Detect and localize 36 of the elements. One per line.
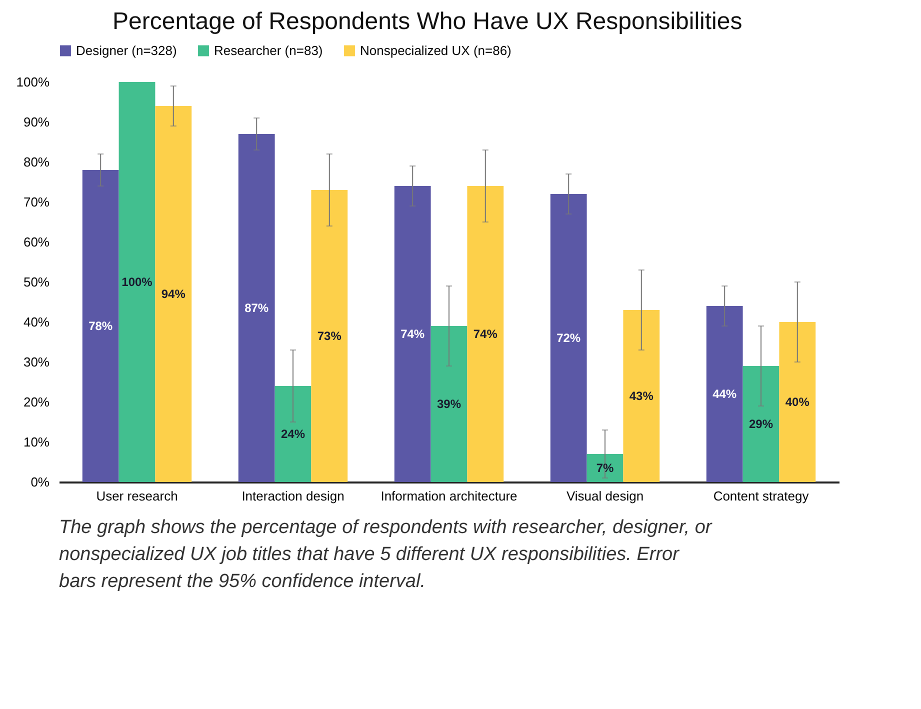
data-label: 29% bbox=[748, 417, 774, 431]
y-tick-label: 40% bbox=[23, 314, 50, 330]
y-tick-label: 30% bbox=[23, 354, 50, 370]
data-label: 87% bbox=[244, 301, 269, 315]
x-tick-label: Content strategy bbox=[713, 488, 810, 504]
data-label: 40% bbox=[785, 395, 810, 409]
y-tick-label: 60% bbox=[23, 234, 50, 250]
x-tick-label: Visual design bbox=[566, 488, 644, 504]
y-tick-label: 70% bbox=[23, 194, 50, 210]
data-label: 100% bbox=[122, 275, 153, 289]
x-tick-label: Interaction design bbox=[242, 488, 344, 504]
x-tick-label: User research bbox=[96, 488, 178, 504]
y-tick-label: 20% bbox=[23, 394, 50, 410]
chart-title: Percentage of Respondents Who Have UX Responsibilities bbox=[112, 8, 742, 35]
y-tick-label: 10% bbox=[23, 434, 50, 450]
y-tick-label: 80% bbox=[23, 154, 50, 170]
data-label: 73% bbox=[317, 329, 342, 343]
data-label: 78% bbox=[88, 319, 113, 333]
data-label: 24% bbox=[280, 427, 306, 441]
data-label: 7% bbox=[596, 461, 614, 475]
legend-label: Researcher (n=83) bbox=[214, 42, 323, 58]
y-tick-label: 0% bbox=[30, 474, 50, 490]
data-label: 74% bbox=[400, 327, 425, 341]
legend-label: Designer (n=328) bbox=[76, 42, 177, 58]
y-tick-label: 90% bbox=[23, 114, 50, 130]
data-label: 74% bbox=[473, 327, 498, 341]
legend-label: Nonspecialized UX (n=86) bbox=[360, 42, 512, 58]
y-tick-label: 50% bbox=[23, 274, 50, 290]
data-label: 94% bbox=[161, 287, 186, 301]
data-label: 39% bbox=[436, 397, 462, 411]
data-label: 72% bbox=[556, 331, 581, 345]
data-label: 43% bbox=[629, 389, 654, 403]
text: The graph shows the percentage of respondents with researcher, designer, or nonspecialized UX job titles that have 5 different UX responsibilities. Error bars represent the 95% confidence interval. bbox=[59, 517, 712, 592]
y-tick-label: 100% bbox=[16, 74, 50, 90]
x-tick-label: Information architecture bbox=[380, 488, 518, 504]
data-label: 44% bbox=[712, 387, 737, 401]
